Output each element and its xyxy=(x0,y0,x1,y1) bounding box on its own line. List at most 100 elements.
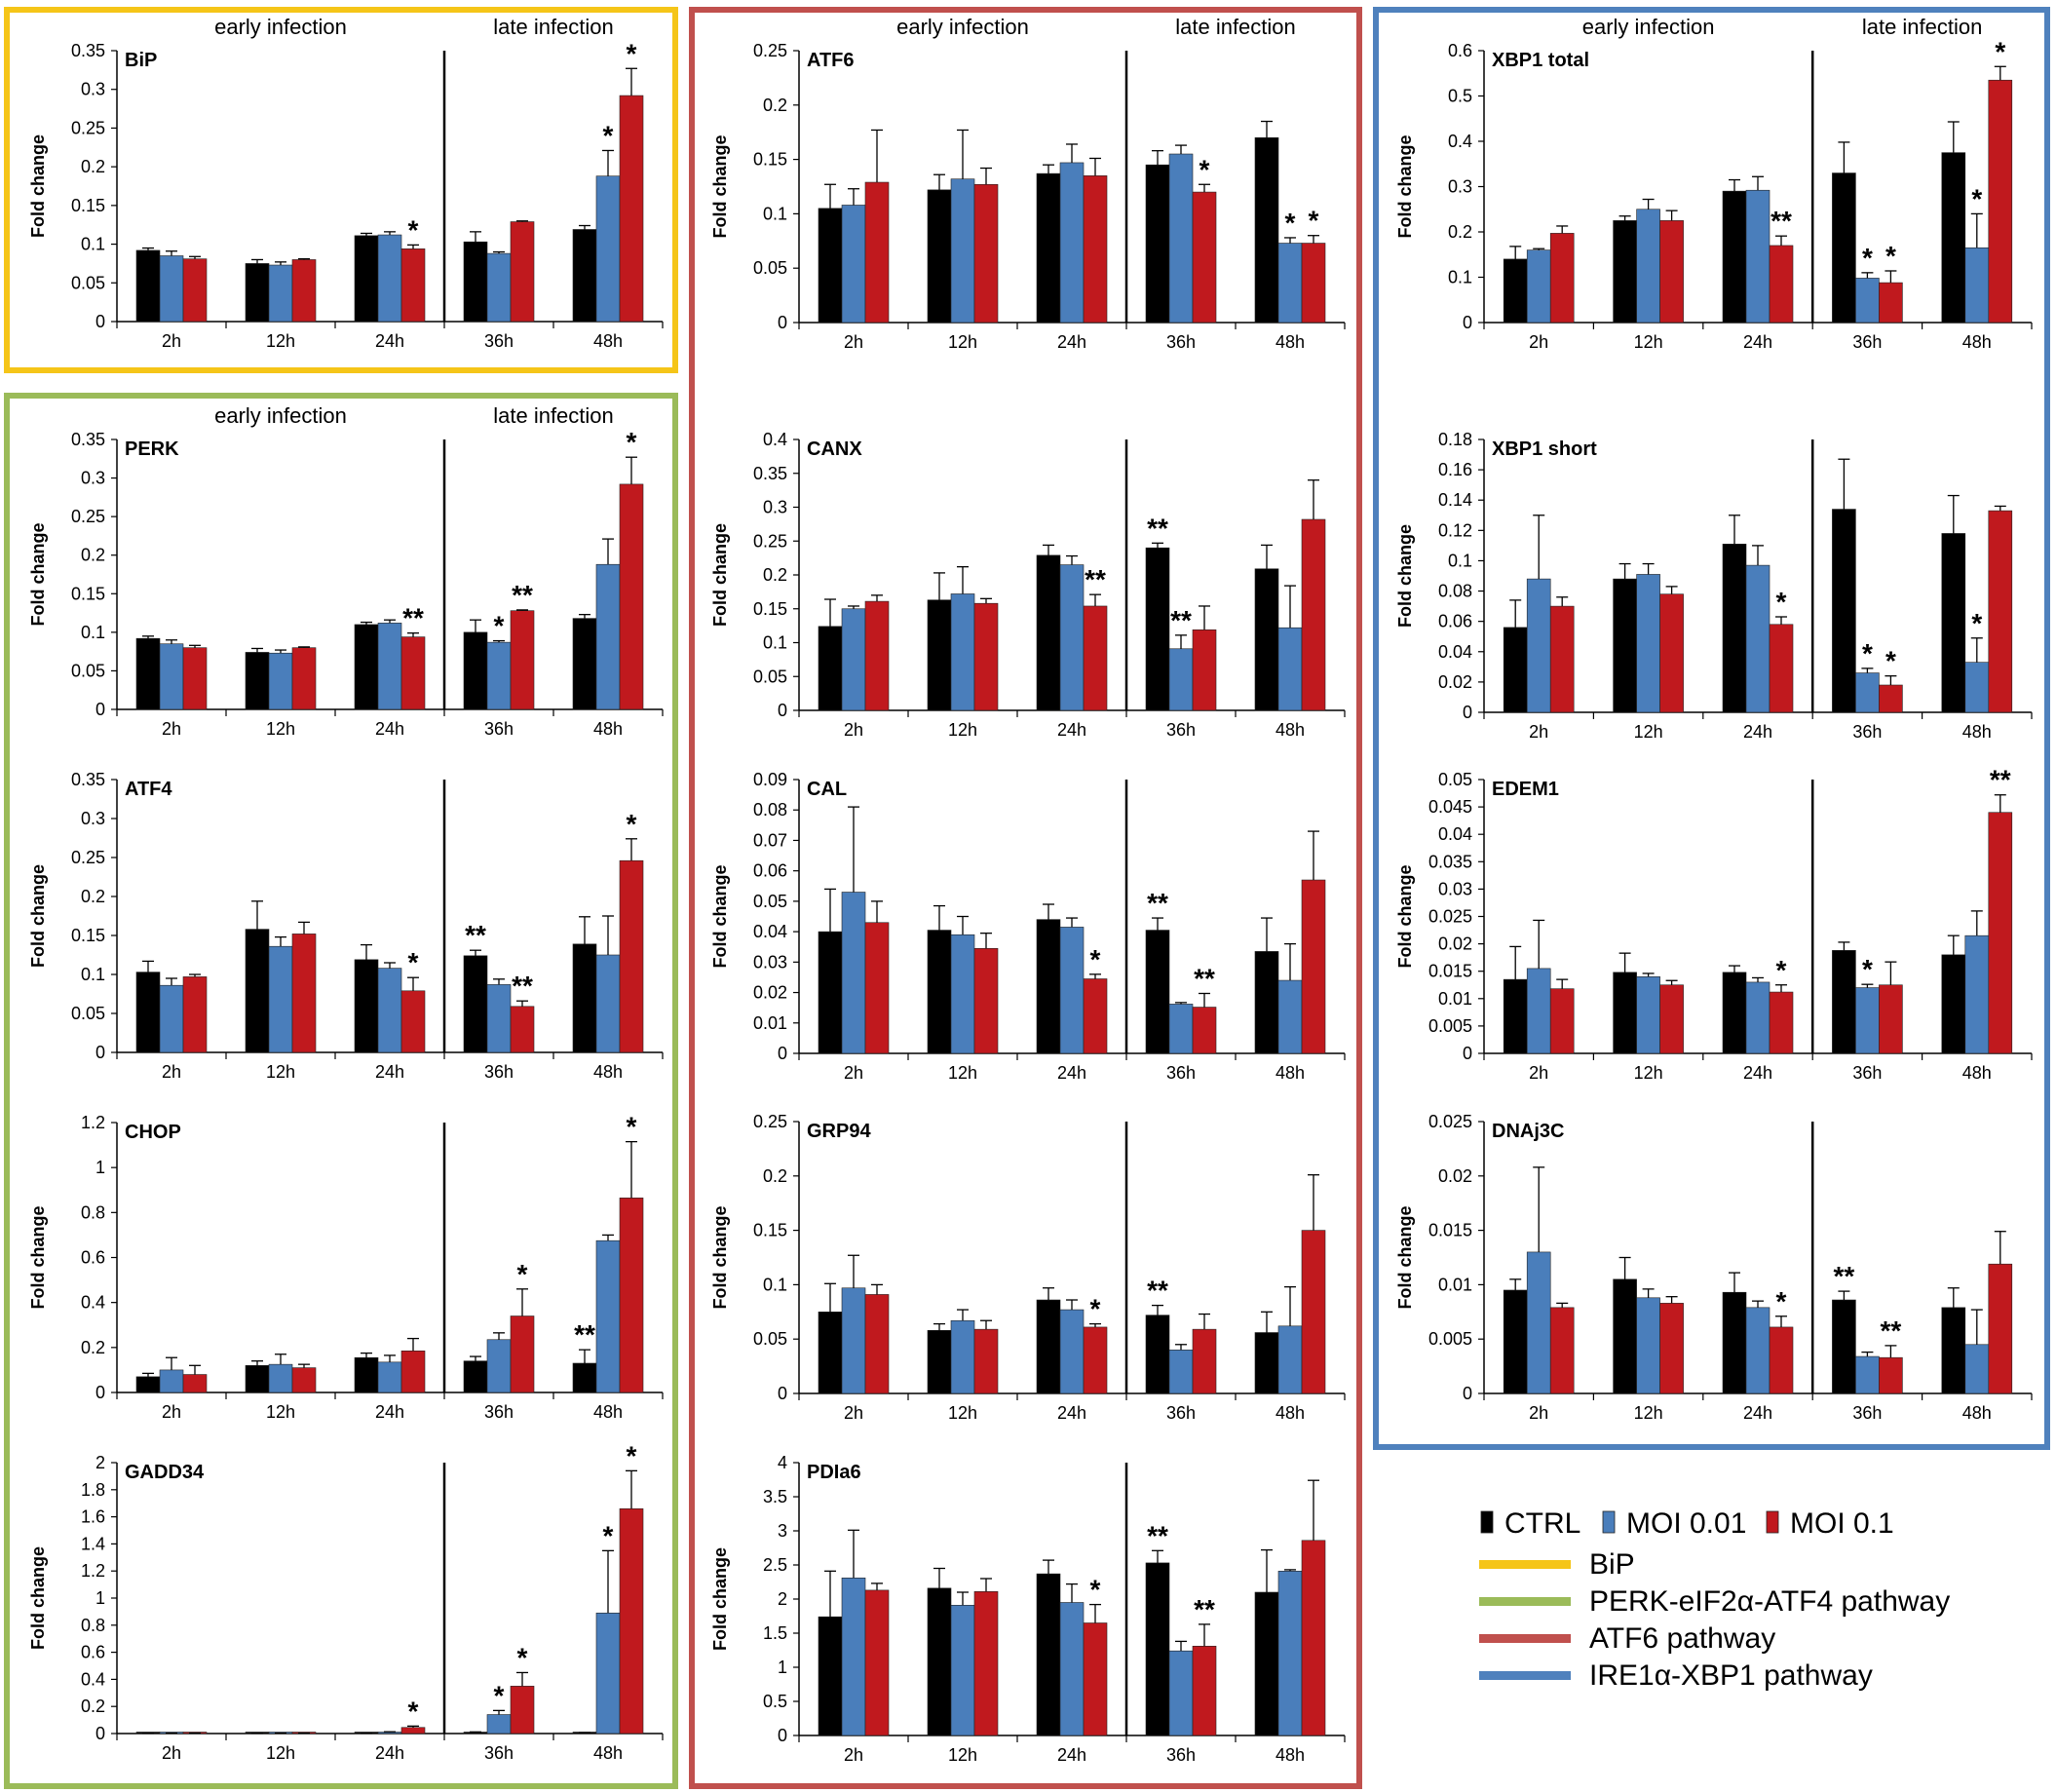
atf6-bar-moi-0-01-2h xyxy=(841,205,866,324)
cal-bars xyxy=(818,806,1326,1054)
canx-x-tick-label: 48h xyxy=(1275,720,1305,740)
xbp1-total-x-tick-label: 36h xyxy=(1852,332,1882,352)
xbp1-short-title: XBP1 short xyxy=(1492,438,1597,460)
atf6-phase-label-late: late infection xyxy=(1175,15,1296,39)
chart-chop: 0 0.2 0.4 0.6 0.8 1 1.2 2h 12h 24h 36h 48h CHOP Fold … xyxy=(28,1112,664,1422)
cal-bar-ctrl-12h xyxy=(927,930,952,1054)
bip-y-tick-label: 0.2 xyxy=(81,157,105,176)
cal-x-tick-label: 24h xyxy=(1057,1063,1086,1083)
chart-gadd34: 0 0.2 0.4 0.6 0.8 1 1.2 1.4 1.6 1.8 2 2h 12h 24h 36h 48… xyxy=(28,1440,664,1763)
xbp1-short-bar-ctrl-2h xyxy=(1503,627,1528,713)
chop-bar-moi-0-1-36h xyxy=(510,1315,535,1393)
pdia6-bar-ctrl-12h xyxy=(927,1587,952,1736)
gadd34-bars xyxy=(135,1469,644,1735)
canx-bar-moi-0-01-24h xyxy=(1059,564,1085,711)
xbp1-short-significance-star: * xyxy=(1885,646,1896,676)
edem1-x-tick-label: 12h xyxy=(1634,1063,1663,1083)
pdia6-y-tick-label: 2.5 xyxy=(763,1555,787,1575)
perk-bar-moi-0-1-36h xyxy=(510,610,535,710)
dnaj3c-y-axis-label: Fold change xyxy=(1395,1205,1415,1309)
perk-y-tick-label: 0.15 xyxy=(71,584,105,603)
atf4-y-tick-label: 0 xyxy=(95,1043,105,1062)
edem1-bars xyxy=(1503,794,2013,1054)
bip-phase-label-late: late infection xyxy=(493,15,614,39)
gadd34-x-tick-label: 2h xyxy=(162,1743,181,1763)
perk-y-tick-label: 0 xyxy=(95,700,105,719)
edem1-y-tick-label: 0.045 xyxy=(1428,797,1472,817)
legend-label-moi-0-01: MOI 0.01 xyxy=(1626,1507,1746,1540)
chart-pdia6: 0 0.5 1 1.5 2 2.5 3 3.5 4 2h 12h 24h 36h 48h PDIa6 Fold… xyxy=(710,1453,1346,1765)
grp94-bar-ctrl-2h xyxy=(818,1312,843,1394)
edem1-x-tick-label: 36h xyxy=(1852,1063,1882,1083)
cal-y-tick-label: 0.02 xyxy=(753,983,787,1003)
edem1-bar-ctrl-48h xyxy=(1941,954,1966,1054)
chop-y-tick-label: 1.2 xyxy=(81,1113,105,1132)
dnaj3c-x-tick-label: 48h xyxy=(1962,1403,1992,1423)
xbp1-short-y-tick-label: 0.06 xyxy=(1438,612,1472,631)
grp94-bar-moi-0-1-12h xyxy=(973,1328,999,1394)
pdia6-title: PDIa6 xyxy=(807,1462,861,1483)
atf4-y-axis-label: Fold change xyxy=(28,864,48,968)
perk-y-tick-label: 0.1 xyxy=(81,623,105,642)
atf6-x-tick-label: 24h xyxy=(1057,332,1086,352)
xbp1-short-x-tick-label: 2h xyxy=(1529,722,1548,742)
cal-title: CAL xyxy=(807,779,847,800)
bip-bar-moi-0-1-24h xyxy=(400,248,426,323)
xbp1-total-phase-label-early: early infection xyxy=(1582,15,1715,39)
chop-bar-moi-0-01-24h xyxy=(377,1361,402,1393)
gadd34-significance-star: * xyxy=(603,1520,614,1550)
xbp1-short-significance-star: * xyxy=(1971,608,1982,638)
gadd34-y-tick-label: 1.4 xyxy=(81,1534,105,1553)
edem1-y-tick-label: 0.02 xyxy=(1438,934,1472,954)
pdia6-bar-ctrl-48h xyxy=(1254,1591,1279,1736)
atf6-bar-ctrl-2h xyxy=(818,208,843,324)
pdia6-bar-ctrl-24h xyxy=(1036,1573,1061,1736)
grp94-x-tick-label: 24h xyxy=(1057,1403,1086,1423)
frame-atf6-pathway xyxy=(689,7,1362,1789)
legend-label-ctrl: CTRL xyxy=(1504,1507,1580,1540)
chop-significance-star: * xyxy=(517,1259,528,1289)
chart-xbp1-total: 0 0.1 0.2 0.3 0.4 0.5 0.6 2h 12h 24h 36h 48h early i… xyxy=(1395,15,2033,352)
xbp1-total-bar-ctrl-2h xyxy=(1503,258,1528,324)
chop-y-tick-label: 0.4 xyxy=(81,1293,105,1313)
edem1-y-tick-label: 0.035 xyxy=(1428,852,1472,871)
xbp1-short-bars xyxy=(1503,458,2013,713)
bip-y-axis-label: Fold change xyxy=(28,134,48,238)
dnaj3c-x-tick-label: 24h xyxy=(1743,1403,1772,1423)
bip-bar-ctrl-48h xyxy=(572,229,597,323)
cal-bar-ctrl-48h xyxy=(1254,951,1279,1054)
xbp1-total-y-axis-label: Fold change xyxy=(1395,134,1415,238)
cal-bar-ctrl-24h xyxy=(1036,919,1061,1054)
atf6-bar-moi-0-1-12h xyxy=(973,183,999,324)
legend-line-atf6-pathway xyxy=(1479,1634,1571,1643)
bip-x-tick-label: 2h xyxy=(162,331,181,351)
canx-bar-moi-0-1-2h xyxy=(864,600,890,711)
edem1-x-tick-label: 2h xyxy=(1529,1063,1548,1083)
chop-bar-ctrl-48h xyxy=(572,1362,597,1393)
edem1-bar-ctrl-24h xyxy=(1722,972,1747,1054)
atf4-x-tick-label: 2h xyxy=(162,1062,181,1082)
cal-bar-moi-0-1-48h xyxy=(1301,879,1326,1054)
chart-cal: 0 0.01 0.02 0.03 0.04 0.05 0.06 0.07 0.08 0.09 2h 1… xyxy=(710,770,1346,1083)
xbp1-total-bar-ctrl-12h xyxy=(1613,220,1637,324)
pdia6-x-tick-label: 36h xyxy=(1166,1745,1196,1765)
canx-bar-moi-0-1-48h xyxy=(1301,518,1326,711)
bip-title: BiP xyxy=(125,50,157,71)
dnaj3c-y-tick-label: 0.02 xyxy=(1438,1166,1472,1186)
chart-atf4: 0 0.05 0.1 0.15 0.2 0.25 0.3 0.35 2h 12h 24h 36h 48h… xyxy=(28,770,664,1082)
pdia6-y-tick-label: 3.5 xyxy=(763,1487,787,1506)
atf6-bars xyxy=(818,120,1326,324)
atf6-phase-label-early: early infection xyxy=(896,15,1029,39)
canx-bar-ctrl-48h xyxy=(1254,568,1279,711)
grp94-significance-star: ** xyxy=(1147,1276,1168,1306)
bip-bars xyxy=(135,67,644,323)
canx-y-tick-label: 0.15 xyxy=(753,599,787,619)
bip-bar-ctrl-24h xyxy=(354,235,379,323)
atf4-significance-star: ** xyxy=(465,920,486,950)
cal-bar-ctrl-36h xyxy=(1145,930,1170,1054)
canx-x-tick-label: 24h xyxy=(1057,720,1086,740)
xbp1-short-y-tick-label: 0 xyxy=(1463,703,1472,722)
chop-y-tick-label: 0.6 xyxy=(81,1248,105,1268)
pdia6-bar-moi-0-1-12h xyxy=(973,1591,999,1736)
bip-y-tick-label: 0.35 xyxy=(71,41,105,60)
